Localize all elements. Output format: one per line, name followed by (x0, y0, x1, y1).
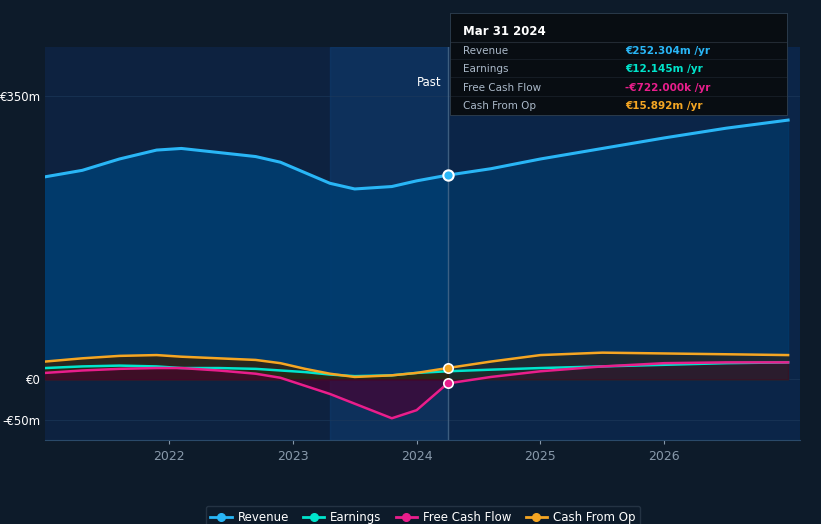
Bar (447, 47, 800, 440)
Text: Free Cash Flow: Free Cash Flow (463, 83, 542, 93)
Text: Mar 31 2024: Mar 31 2024 (463, 25, 546, 38)
Text: -€722.000k /yr: -€722.000k /yr (625, 83, 710, 93)
Bar (330, 47, 447, 440)
Text: Past: Past (417, 75, 442, 89)
Legend: Revenue, Earnings, Free Cash Flow, Cash From Op: Revenue, Earnings, Free Cash Flow, Cash … (206, 506, 640, 524)
Text: Analysts Forecasts: Analysts Forecasts (457, 75, 567, 89)
Point (441, 171, 454, 179)
Text: Cash From Op: Cash From Op (463, 101, 536, 111)
Text: €12.145m /yr: €12.145m /yr (625, 64, 703, 74)
Text: Revenue: Revenue (463, 46, 508, 56)
Point (441, 379, 454, 388)
Text: Earnings: Earnings (463, 64, 509, 74)
Text: €252.304m /yr: €252.304m /yr (625, 46, 710, 56)
Text: €15.892m /yr: €15.892m /yr (625, 101, 703, 111)
Point (441, 364, 454, 372)
